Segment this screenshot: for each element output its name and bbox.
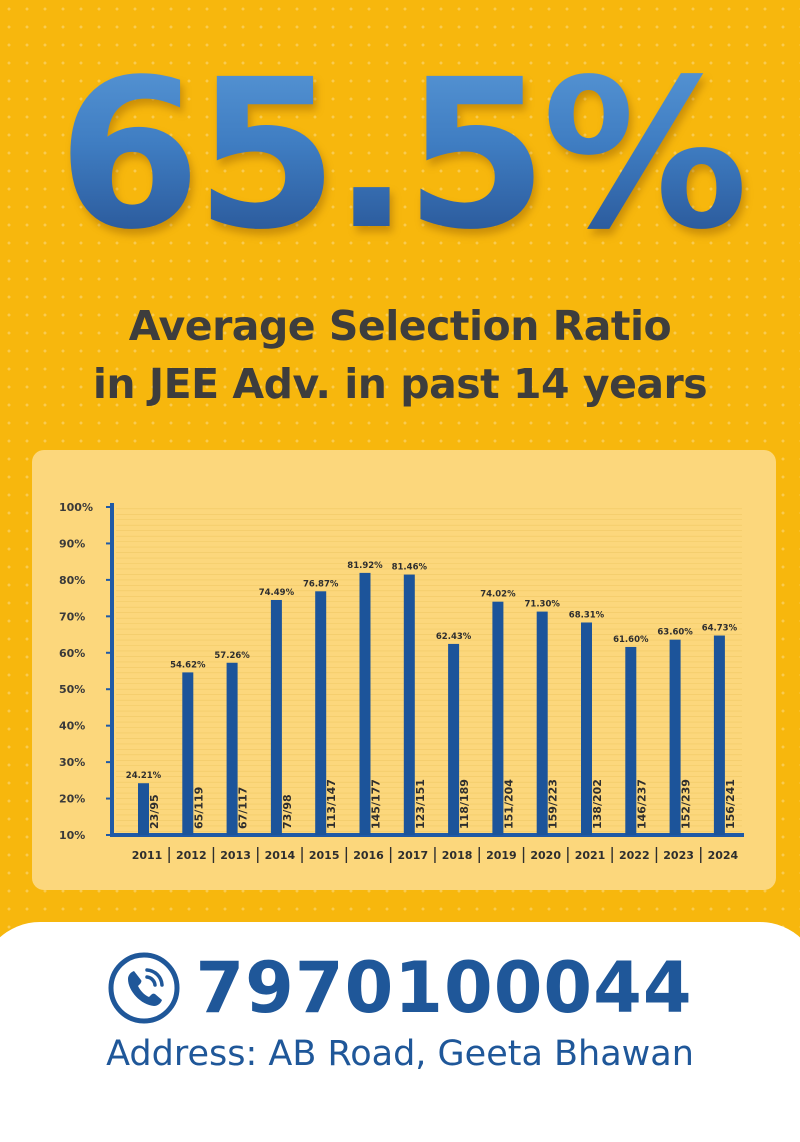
- bar-2024: [713, 635, 725, 835]
- y-tick-label: 100%: [59, 501, 93, 514]
- count-label-2023: 152/239: [680, 779, 693, 829]
- bar-2013: [226, 662, 238, 835]
- x-tick-label-2022: 2022: [619, 849, 650, 862]
- bar-2017: [403, 574, 415, 835]
- address-text: Address: AB Road, Geeta Bhawan: [106, 1034, 694, 1074]
- x-tick-label-2020: 2020: [530, 849, 561, 862]
- count-label-2014: 73/98: [281, 794, 294, 829]
- data-label-2011: 24.21%: [126, 771, 162, 781]
- count-label-2015: 113/147: [325, 779, 338, 829]
- data-label-2024: 64.73%: [702, 624, 738, 634]
- bar-2012: [182, 672, 194, 835]
- selection-ratio-chart: 100% 90% 80% 70% 60% 50% 40% 30% 20% 10% 24.21% 23/…: [59, 501, 744, 863]
- count-label-2017: 123/151: [414, 779, 427, 829]
- y-tick-label: 90%: [59, 537, 85, 550]
- count-label-2019: 151/204: [502, 779, 515, 829]
- bar-2021: [581, 622, 592, 835]
- phone-row[interactable]: 7970100044: [0, 946, 800, 1030]
- data-label-2016: 81.92%: [347, 561, 383, 571]
- x-tick-label-2024: 2024: [708, 849, 739, 862]
- data-label-2018: 62.43%: [436, 632, 472, 642]
- data-label-2014: 74.49%: [259, 588, 295, 598]
- bar-2022: [625, 646, 637, 835]
- bar-2018: [448, 643, 460, 835]
- data-label-2017: 81.46%: [392, 563, 428, 573]
- headline-line2: in JEE Adv. in past 14 years: [92, 360, 708, 408]
- y-tick-label: 10%: [59, 829, 85, 842]
- count-label-2012: 65/119: [192, 787, 205, 829]
- count-label-2011: 23/95: [148, 794, 161, 829]
- headline-percent: 65.5%: [0, 40, 800, 270]
- y-tick-label: 50%: [59, 683, 85, 696]
- y-tick-label: 70%: [59, 610, 85, 623]
- count-label-2013: 67/117: [237, 787, 250, 829]
- y-tick-label: 40%: [59, 720, 85, 733]
- y-tick-label: 80%: [59, 574, 85, 587]
- bar-2011: [138, 783, 149, 835]
- bar-2014: [270, 599, 282, 835]
- x-tick-label-2021: 2021: [575, 849, 606, 862]
- x-tick-label-2014: 2014: [265, 849, 296, 862]
- chart-panel: 100% 90% 80% 70% 60% 50% 40% 30% 20% 10% 24.21% 23/…: [32, 450, 776, 890]
- count-label-2016: 145/177: [370, 779, 383, 829]
- bar-2015: [315, 591, 327, 835]
- headline-line1: Average Selection Ratio: [128, 302, 672, 350]
- bar-2016: [359, 572, 371, 835]
- phone-number[interactable]: 7970100044: [195, 947, 693, 1029]
- data-label-2012: 54.62%: [170, 660, 206, 670]
- count-label-2018: 118/189: [458, 779, 471, 829]
- x-tick-label-2016: 2016: [353, 849, 384, 862]
- count-label-2021: 138/202: [591, 779, 604, 829]
- x-tick-label-2012: 2012: [176, 849, 207, 862]
- x-tick-label-2011: 2011: [132, 849, 163, 862]
- count-label-2024: 156/241: [724, 779, 737, 829]
- y-tick-label: 20%: [59, 793, 85, 806]
- bar-2019: [492, 601, 504, 835]
- data-label-2013: 57.26%: [214, 651, 250, 661]
- data-label-2021: 68.31%: [569, 610, 605, 620]
- bar-2023: [669, 639, 681, 835]
- data-label-2020: 71.30%: [524, 600, 560, 610]
- x-tick-label-2017: 2017: [397, 849, 428, 862]
- count-label-2020: 159/223: [547, 779, 560, 829]
- data-label-2023: 63.60%: [657, 628, 693, 638]
- x-tick-label-2015: 2015: [309, 849, 340, 862]
- data-label-2015: 76.87%: [303, 579, 339, 589]
- x-tick-label-2019: 2019: [486, 849, 517, 862]
- x-tick-label-2018: 2018: [442, 849, 473, 862]
- x-tick-label-2013: 2013: [220, 849, 251, 862]
- count-label-2022: 146/237: [635, 779, 648, 829]
- data-label-2019: 74.02%: [480, 590, 516, 600]
- y-tick-label: 30%: [59, 756, 85, 769]
- bar-2020: [536, 611, 548, 835]
- x-tick-label-2023: 2023: [663, 849, 694, 862]
- data-label-2022: 61.60%: [613, 635, 649, 645]
- y-tick-label: 60%: [59, 647, 85, 660]
- phone-icon: [108, 952, 180, 1024]
